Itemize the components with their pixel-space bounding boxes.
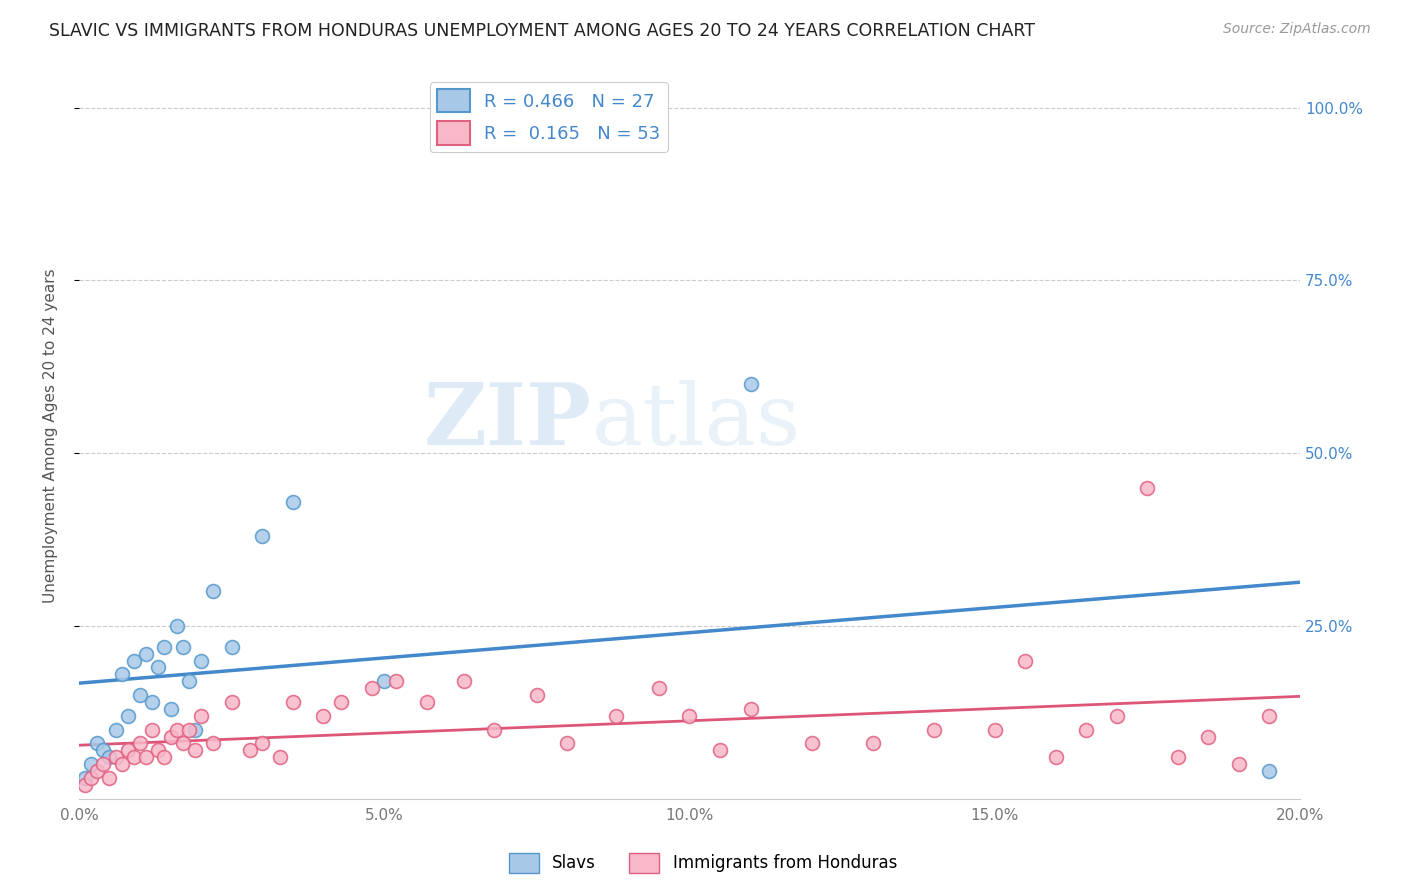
Point	[184, 743, 207, 757]
Point	[373, 674, 395, 689]
Point	[159, 730, 181, 744]
Point	[184, 723, 207, 737]
Point	[453, 674, 475, 689]
Point	[740, 377, 762, 392]
Text: atlas: atlas	[592, 380, 801, 463]
Text: Source: ZipAtlas.com: Source: ZipAtlas.com	[1223, 22, 1371, 37]
Point	[73, 771, 96, 785]
Point	[1136, 481, 1159, 495]
Point	[153, 750, 176, 764]
Point	[482, 723, 505, 737]
Point	[80, 757, 103, 772]
Point	[129, 688, 152, 702]
Point	[135, 750, 157, 764]
Point	[190, 708, 212, 723]
Point	[416, 695, 439, 709]
Point	[1258, 764, 1281, 778]
Point	[80, 771, 103, 785]
Point	[385, 674, 408, 689]
Point	[1167, 750, 1189, 764]
Point	[250, 529, 273, 543]
Point	[1227, 757, 1250, 772]
Point	[177, 674, 200, 689]
Point	[740, 702, 762, 716]
Point	[141, 723, 163, 737]
Point	[104, 723, 127, 737]
Point	[172, 640, 194, 654]
Point	[922, 723, 945, 737]
Point	[73, 778, 96, 792]
Point	[122, 750, 145, 764]
Point	[557, 736, 579, 750]
Y-axis label: Unemployment Among Ages 20 to 24 years: Unemployment Among Ages 20 to 24 years	[44, 268, 58, 603]
Legend: Slavs, Immigrants from Honduras: Slavs, Immigrants from Honduras	[502, 847, 904, 880]
Point	[86, 736, 108, 750]
Point	[312, 708, 335, 723]
Point	[1045, 750, 1067, 764]
Point	[117, 708, 139, 723]
Point	[177, 723, 200, 737]
Point	[135, 647, 157, 661]
Point	[93, 757, 115, 772]
Point	[98, 771, 121, 785]
Point	[202, 584, 225, 599]
Point	[159, 702, 181, 716]
Point	[98, 750, 121, 764]
Point	[648, 681, 671, 695]
Legend: R = 0.466   N = 27, R =  0.165   N = 53: R = 0.466 N = 27, R = 0.165 N = 53	[430, 82, 668, 152]
Point	[153, 640, 176, 654]
Point	[111, 757, 134, 772]
Point	[800, 736, 823, 750]
Point	[1014, 653, 1036, 667]
Text: ZIP: ZIP	[425, 379, 592, 463]
Point	[678, 708, 700, 723]
Point	[104, 750, 127, 764]
Point	[1258, 708, 1281, 723]
Point	[605, 708, 627, 723]
Point	[281, 695, 304, 709]
Point	[221, 695, 243, 709]
Point	[93, 743, 115, 757]
Point	[148, 660, 170, 674]
Point	[1197, 730, 1219, 744]
Point	[709, 743, 731, 757]
Point	[330, 695, 353, 709]
Point	[86, 764, 108, 778]
Point	[172, 736, 194, 750]
Point	[361, 681, 384, 695]
Point	[166, 723, 188, 737]
Point	[166, 619, 188, 633]
Point	[281, 494, 304, 508]
Point	[111, 667, 134, 681]
Point	[526, 688, 548, 702]
Point	[202, 736, 225, 750]
Point	[148, 743, 170, 757]
Point	[129, 736, 152, 750]
Point	[1105, 708, 1128, 723]
Point	[122, 653, 145, 667]
Point	[117, 743, 139, 757]
Point	[190, 653, 212, 667]
Point	[269, 750, 291, 764]
Point	[862, 736, 884, 750]
Text: SLAVIC VS IMMIGRANTS FROM HONDURAS UNEMPLOYMENT AMONG AGES 20 TO 24 YEARS CORREL: SLAVIC VS IMMIGRANTS FROM HONDURAS UNEMP…	[49, 22, 1035, 40]
Point	[239, 743, 262, 757]
Point	[141, 695, 163, 709]
Point	[1076, 723, 1098, 737]
Point	[984, 723, 1007, 737]
Point	[250, 736, 273, 750]
Point	[221, 640, 243, 654]
